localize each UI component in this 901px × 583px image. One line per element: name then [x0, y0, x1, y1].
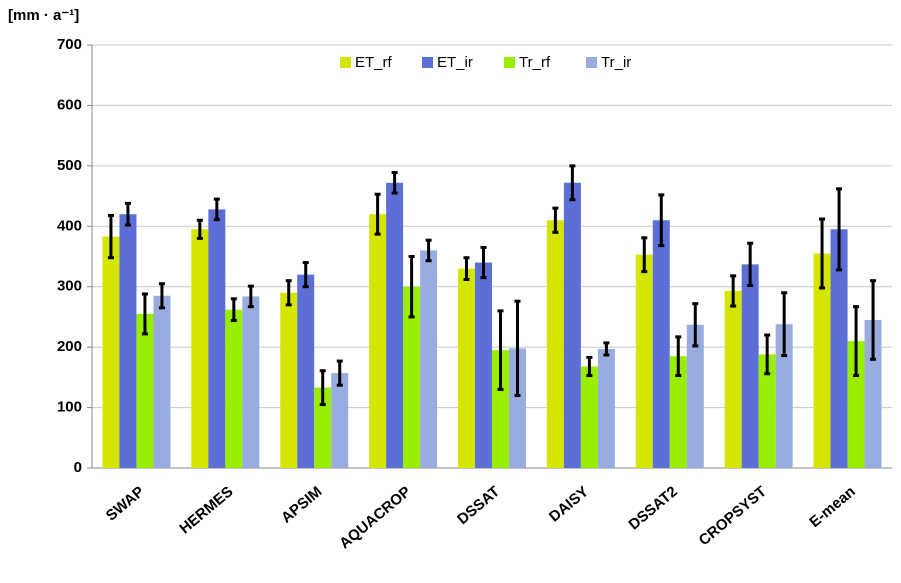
error-bar [124, 201, 131, 227]
bar [314, 387, 332, 468]
error-bar [319, 369, 326, 407]
error-bar [641, 236, 648, 274]
error-bar [196, 218, 203, 240]
bar [686, 324, 704, 468]
error-bar [408, 255, 415, 319]
bar [153, 295, 171, 468]
bar [225, 309, 243, 468]
error-bar [586, 355, 593, 378]
bar [580, 366, 598, 468]
error-bar [819, 217, 826, 290]
error-bar [285, 279, 292, 307]
error-bar [158, 282, 165, 310]
bar [652, 220, 670, 468]
error-bar [336, 359, 343, 387]
legend-label: Tr_rf [519, 54, 551, 71]
y-tick-label: 100 [57, 399, 82, 416]
bar [758, 354, 776, 468]
error-bar [514, 299, 521, 397]
x-tick-label: CROPSYST [696, 483, 770, 549]
x-tick-label: SWAP [103, 483, 148, 524]
bar [386, 182, 404, 468]
y-tick-label: 400 [57, 217, 82, 234]
y-tick-label: 0 [74, 459, 82, 476]
error-bar [374, 192, 381, 236]
x-tick-label: DAISY [546, 483, 592, 525]
error-bar [141, 292, 148, 336]
y-tick-label: 600 [57, 96, 82, 113]
bar [102, 236, 120, 468]
bar [208, 209, 226, 468]
error-bar [675, 335, 682, 378]
bar [136, 313, 154, 468]
error-bar [870, 279, 877, 361]
error-bar [213, 197, 220, 222]
error-bar [730, 274, 737, 308]
x-tick-label: DSSAT2 [625, 483, 680, 533]
error-bar [425, 238, 432, 263]
error-bar [853, 305, 860, 378]
error-bar [603, 341, 610, 357]
x-tick-label: AQUACROP [336, 483, 414, 552]
bar [119, 214, 137, 468]
bar [830, 229, 848, 468]
bar [635, 254, 653, 468]
error-bar [107, 213, 114, 260]
bar [297, 274, 315, 468]
legend-swatch [340, 57, 351, 68]
x-tick-label: APSIM [278, 483, 325, 527]
x-tick-label: HERMES [176, 483, 236, 537]
x-tick-label: E-mean [806, 483, 858, 531]
bar [813, 253, 831, 468]
y-tick-label: 300 [57, 278, 82, 295]
y-axis-label: [mm · a⁻¹] [8, 7, 79, 24]
bar [597, 348, 615, 468]
x-tick-label: DSSAT [454, 483, 503, 528]
error-bar [764, 333, 771, 376]
bar [242, 296, 260, 468]
y-tick-label: 700 [57, 36, 82, 53]
error-bar [781, 291, 788, 358]
bar [775, 324, 793, 468]
error-bar [569, 164, 576, 202]
bar [847, 341, 865, 468]
error-bar [391, 171, 398, 195]
y-tick-label: 500 [57, 157, 82, 174]
legend-label: Tr_ir [601, 54, 631, 71]
bar [420, 250, 438, 468]
bar [403, 286, 421, 468]
error-bar [497, 309, 504, 391]
bar [864, 319, 882, 468]
error-bar [302, 261, 309, 289]
bar [492, 350, 509, 468]
legend-swatch [422, 57, 433, 68]
bar [546, 220, 564, 468]
bar [191, 229, 209, 468]
error-bar [230, 297, 237, 323]
y-tick-label: 200 [57, 338, 82, 355]
bar [331, 373, 349, 468]
bar [280, 292, 298, 468]
bar [741, 264, 759, 468]
error-bar [463, 256, 470, 281]
error-bar [692, 302, 699, 348]
error-bar [747, 241, 754, 288]
bar [724, 290, 742, 468]
legend-label: ET_ir [437, 54, 473, 71]
error-bar [658, 193, 665, 248]
error-bar [552, 206, 559, 234]
legend-label: ET_rf [355, 54, 393, 71]
bar [669, 356, 687, 468]
bar [509, 348, 526, 468]
legend-swatch [504, 57, 515, 68]
error-bar [247, 284, 254, 309]
error-bar [480, 245, 487, 280]
legend-swatch [586, 57, 597, 68]
bar [458, 268, 475, 468]
bar [475, 262, 492, 468]
bar [563, 182, 581, 468]
error-bar [836, 187, 843, 272]
bar [369, 214, 387, 468]
